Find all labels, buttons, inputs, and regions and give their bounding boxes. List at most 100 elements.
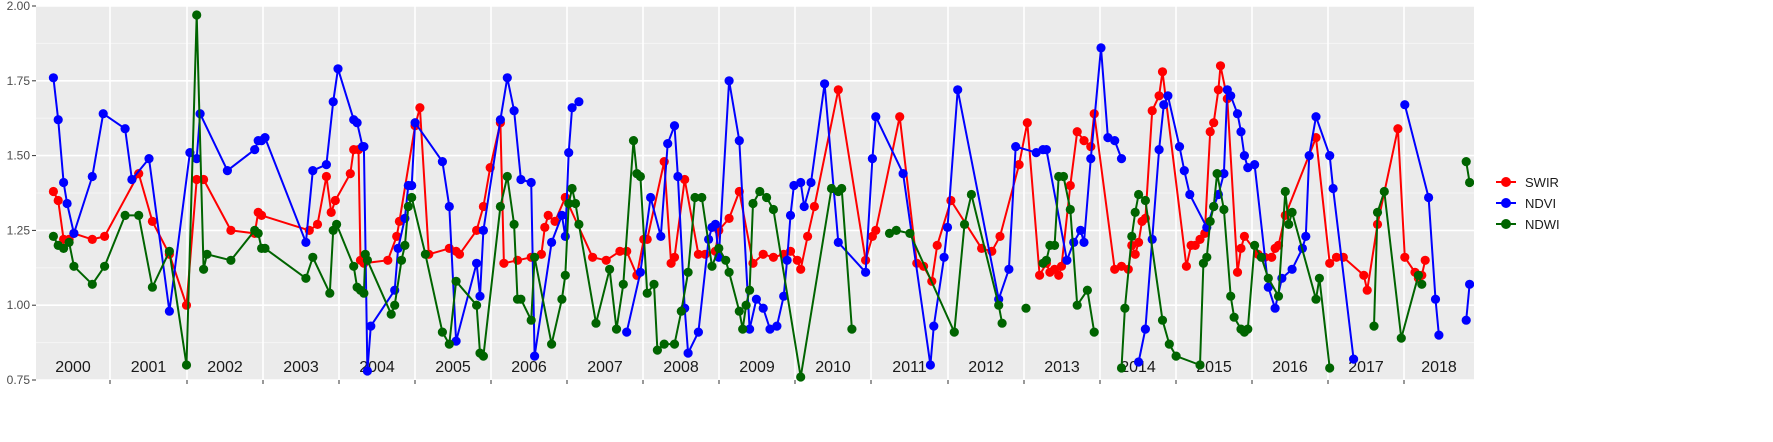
data-point-ndwi bbox=[1229, 312, 1239, 322]
data-point-ndvi bbox=[867, 154, 878, 164]
data-point-ndvi bbox=[1011, 142, 1021, 152]
data-point-ndwi bbox=[669, 339, 680, 349]
data-point-swir bbox=[1213, 85, 1223, 95]
data-point-ndvi bbox=[673, 171, 683, 182]
data-point-ndvi bbox=[250, 145, 260, 155]
data-point-ndvi bbox=[710, 219, 721, 229]
data-point-ndvi bbox=[758, 303, 768, 313]
data-point-ndwi bbox=[147, 282, 157, 292]
data-point-swir bbox=[415, 103, 425, 113]
data-point-ndvi bbox=[1328, 183, 1338, 194]
data-point-ndwi bbox=[707, 261, 717, 271]
data-point-ndvi bbox=[62, 198, 72, 209]
data-point-ndvi bbox=[328, 97, 338, 107]
data-point-ndvi bbox=[547, 237, 557, 247]
data-point-ndwi bbox=[768, 204, 779, 215]
data-point-ndvi bbox=[1004, 264, 1014, 274]
data-point-swir bbox=[134, 169, 144, 179]
data-point-ndvi bbox=[1236, 127, 1246, 137]
year-label: 2016 bbox=[1272, 359, 1308, 376]
data-point-ndwi bbox=[560, 270, 570, 280]
data-point-swir bbox=[1420, 255, 1430, 265]
legend-key-swir bbox=[1501, 177, 1511, 187]
data-point-ndwi bbox=[547, 339, 557, 349]
data-point-swir bbox=[326, 207, 336, 217]
data-point-ndvi bbox=[656, 231, 666, 241]
data-point-swir bbox=[1205, 127, 1215, 137]
data-point-ndwi bbox=[1120, 303, 1130, 313]
data-point-ndvi bbox=[472, 258, 482, 268]
data-point-ndvi bbox=[1400, 100, 1410, 110]
data-point-ndwi bbox=[69, 261, 79, 271]
data-point-ndvi bbox=[953, 85, 963, 95]
data-point-ndwi bbox=[1250, 240, 1260, 250]
data-point-ndvi bbox=[1349, 354, 1359, 364]
data-point-ndwi bbox=[997, 318, 1007, 328]
data-point-ndwi bbox=[557, 294, 567, 304]
data-point-swir bbox=[1362, 285, 1372, 295]
data-point-ndvi bbox=[871, 112, 881, 122]
data-point-ndvi bbox=[574, 97, 584, 107]
y-tick-label: 0.75 bbox=[7, 373, 31, 387]
data-point-ndwi bbox=[628, 136, 639, 146]
data-point-ndwi bbox=[1263, 273, 1273, 283]
data-point-ndvi bbox=[929, 321, 939, 331]
data-point-swir bbox=[615, 246, 625, 256]
data-point-swir bbox=[257, 210, 267, 220]
data-point-ndvi bbox=[1096, 43, 1106, 53]
data-point-ndvi bbox=[192, 154, 202, 164]
data-point-ndwi bbox=[741, 300, 751, 310]
data-point-ndwi bbox=[1140, 195, 1150, 206]
data-point-swir bbox=[512, 255, 523, 265]
data-point-ndwi bbox=[949, 327, 959, 337]
data-point-swir bbox=[1014, 160, 1024, 170]
data-point-swir bbox=[330, 195, 340, 206]
data-point-ndvi bbox=[98, 109, 108, 119]
data-point-ndwi bbox=[1465, 177, 1474, 188]
data-point-ndwi bbox=[1325, 363, 1335, 373]
data-point-ndvi bbox=[53, 115, 63, 125]
data-point-swir bbox=[312, 219, 323, 229]
data-point-ndvi bbox=[1311, 112, 1321, 122]
data-point-ndvi bbox=[509, 106, 519, 116]
data-point-ndwi bbox=[349, 261, 359, 271]
data-point-ndvi bbox=[663, 139, 673, 149]
data-point-ndwi bbox=[605, 264, 615, 274]
data-point-ndwi bbox=[905, 228, 915, 238]
data-point-swir bbox=[758, 249, 768, 259]
data-point-ndwi bbox=[564, 198, 574, 209]
data-point-ndvi bbox=[1465, 279, 1474, 289]
data-point-ndwi bbox=[796, 372, 806, 382]
data-point-ndwi bbox=[260, 243, 270, 253]
series-line-ndvi bbox=[1465, 284, 1471, 321]
data-point-ndwi bbox=[748, 198, 758, 209]
data-point-swir bbox=[895, 112, 905, 122]
data-point-ndwi bbox=[478, 351, 488, 361]
data-point-ndvi bbox=[407, 180, 417, 191]
data-point-swir bbox=[932, 240, 942, 250]
data-point-ndwi bbox=[332, 219, 342, 229]
data-point-ndwi bbox=[611, 324, 622, 334]
data-point-ndwi bbox=[181, 360, 192, 370]
data-point-ndvi bbox=[751, 294, 762, 304]
data-point-ndvi bbox=[1270, 303, 1280, 313]
data-point-ndwi bbox=[1369, 321, 1379, 331]
data-point-ndvi bbox=[260, 133, 270, 143]
data-point-swir bbox=[1209, 118, 1219, 128]
data-point-ndwi bbox=[762, 192, 772, 203]
data-point-ndwi bbox=[362, 255, 372, 265]
data-point-ndvi bbox=[69, 228, 79, 238]
data-point-ndvi bbox=[1232, 109, 1243, 119]
data-point-ndwi bbox=[1372, 207, 1383, 217]
data-point-ndvi bbox=[1110, 136, 1120, 146]
data-point-ndwi bbox=[1205, 216, 1215, 226]
data-point-swir bbox=[345, 169, 355, 179]
data-point-ndwi bbox=[396, 255, 407, 265]
data-point-ndvi bbox=[1424, 192, 1434, 203]
data-point-ndvi bbox=[1185, 189, 1195, 200]
data-point-ndwi bbox=[1157, 315, 1168, 325]
data-point-ndvi bbox=[1159, 100, 1169, 110]
data-point-ndwi bbox=[959, 219, 970, 229]
data-point-swir bbox=[87, 234, 97, 244]
data-point-ndwi bbox=[1273, 291, 1284, 301]
